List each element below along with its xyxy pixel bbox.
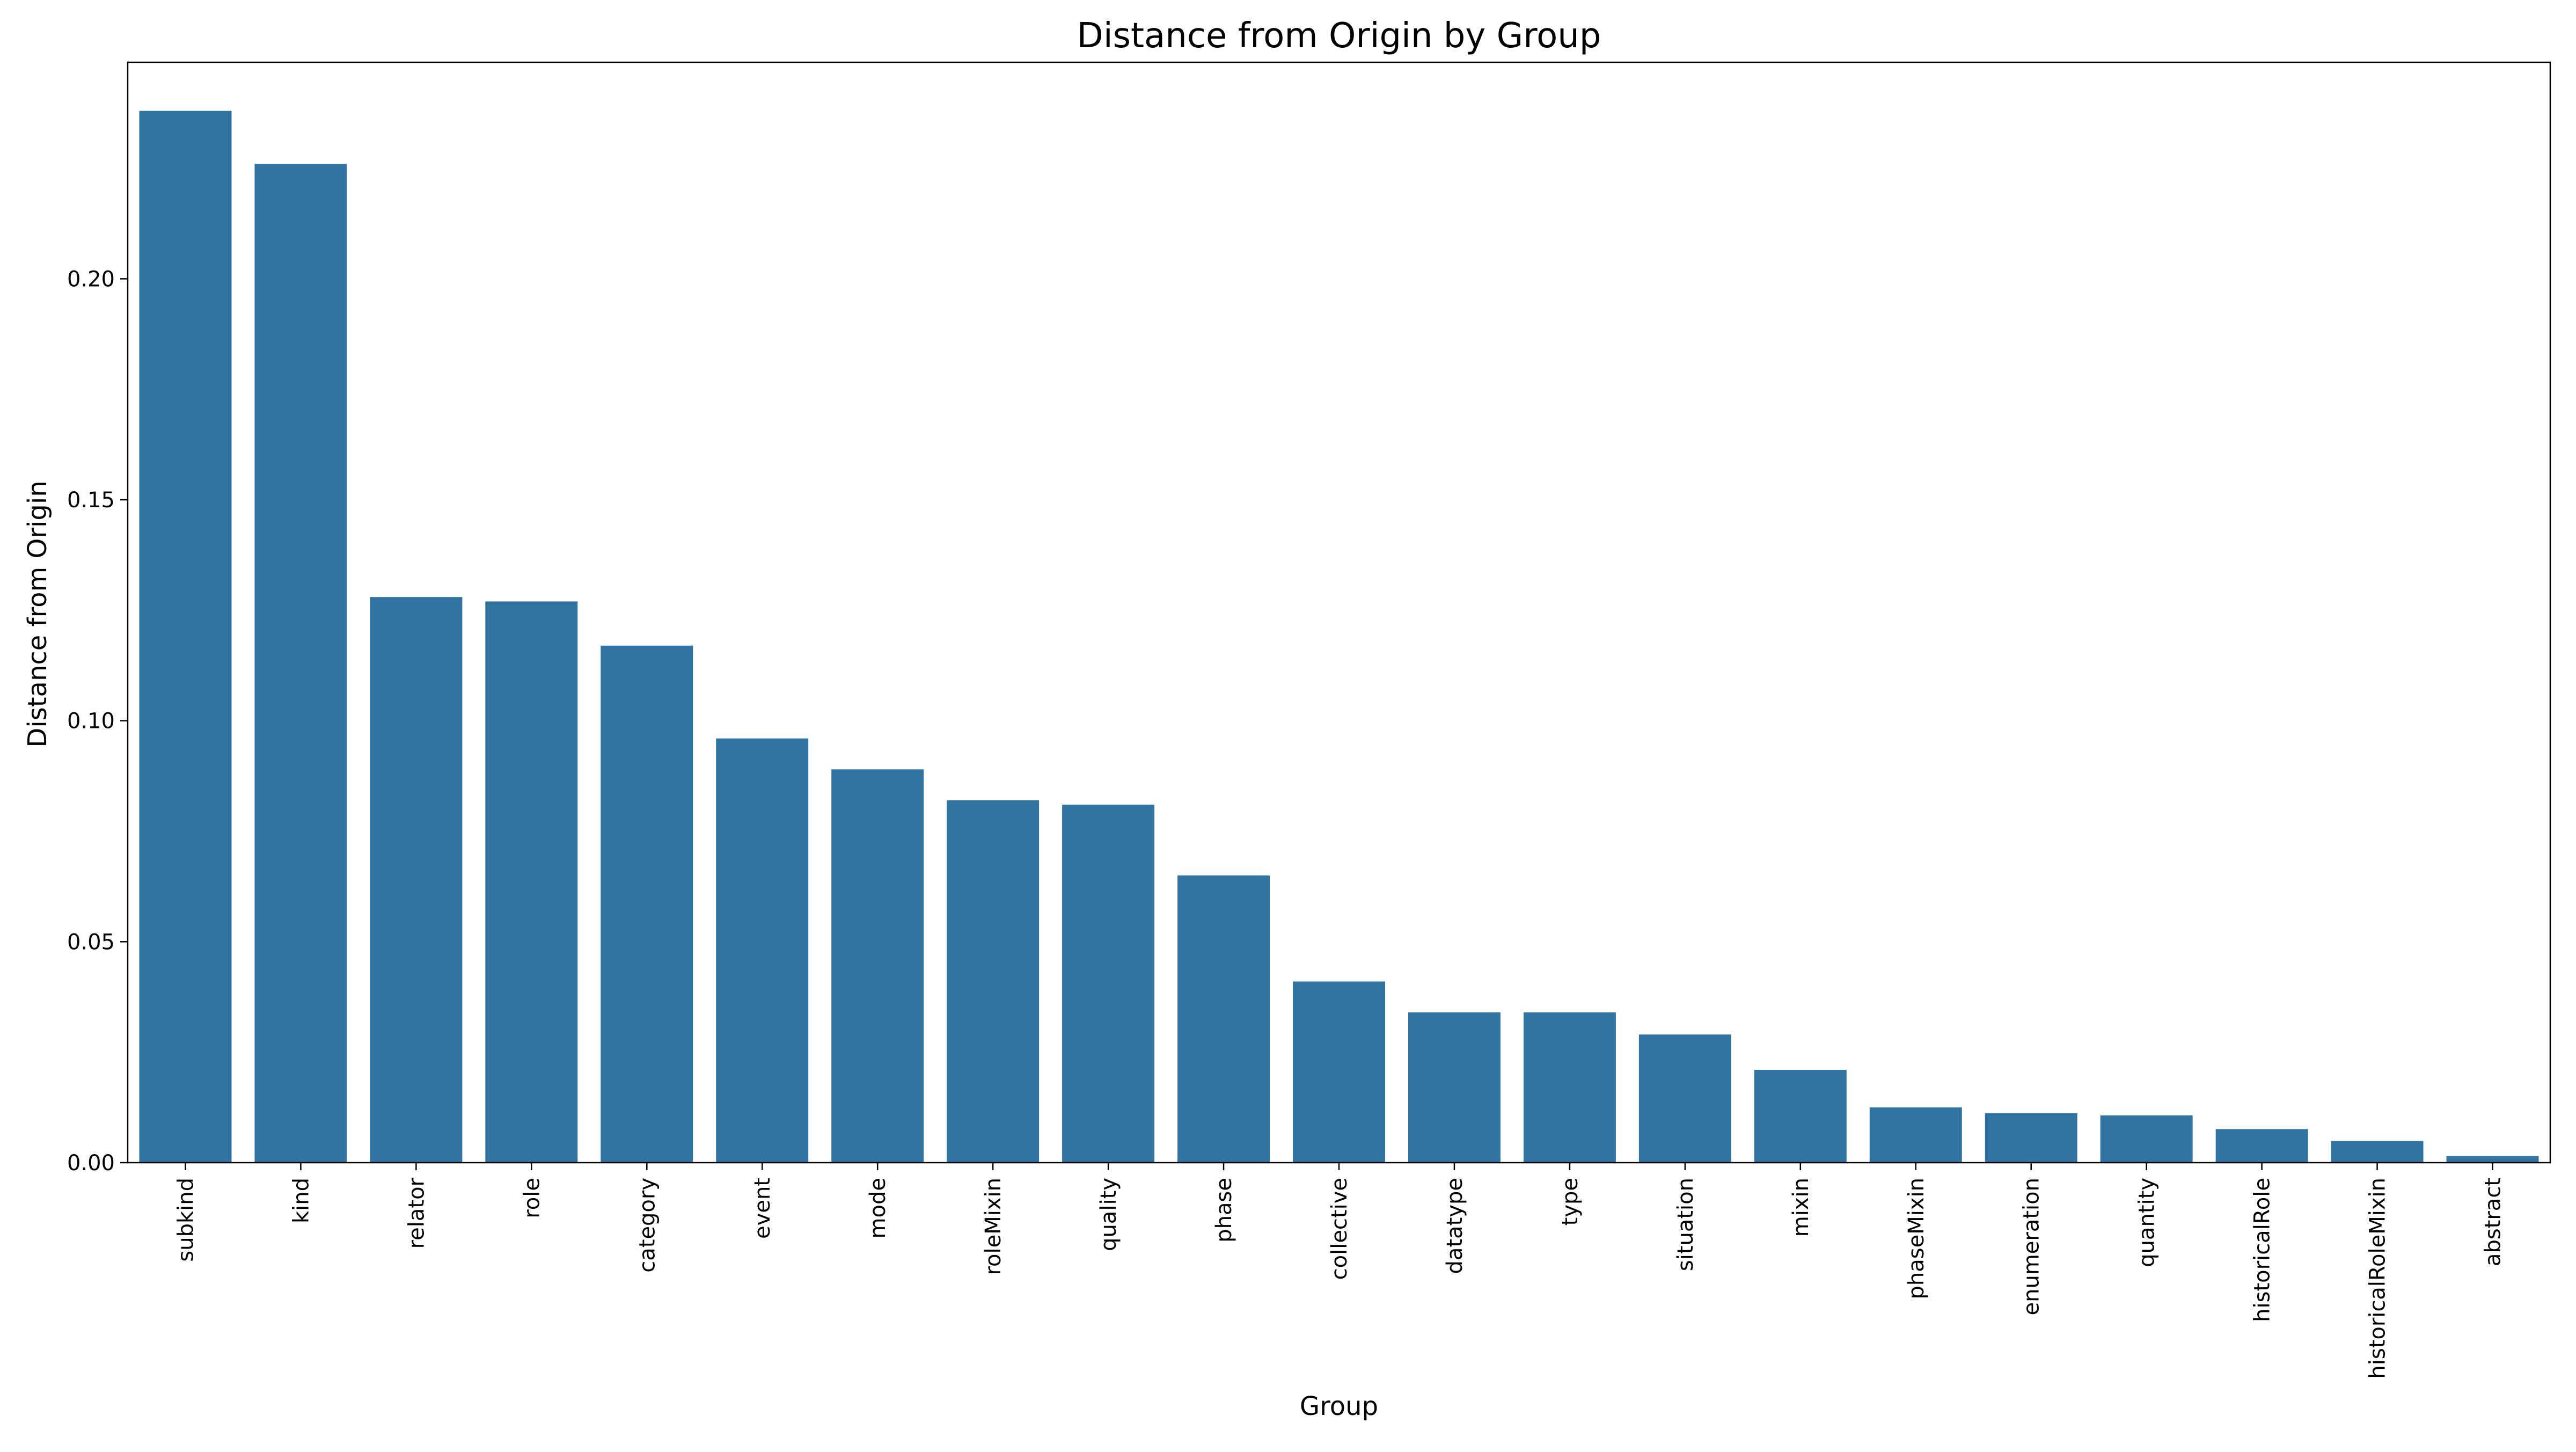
bar-situation xyxy=(1638,1034,1731,1163)
y-axis-ticks: 0.00 0.05 0.10 0.15 0.20 xyxy=(67,267,128,1176)
x-tick-label: mixin xyxy=(1789,1178,1813,1237)
bar-quality xyxy=(1062,805,1155,1163)
x-tick-label: enumeration xyxy=(2019,1178,2044,1315)
y-tick-label: 0.15 xyxy=(67,488,115,513)
bar-role xyxy=(485,601,578,1163)
y-tick-label: 0.00 xyxy=(67,1151,115,1176)
bar-relator xyxy=(370,597,463,1163)
bar-kind xyxy=(254,164,347,1163)
x-tick-label: historicalRole xyxy=(2250,1178,2275,1322)
bar-historicalRoleMixin xyxy=(2331,1141,2424,1163)
bar-historicalRole xyxy=(2215,1129,2308,1163)
bars-group xyxy=(139,111,2539,1163)
x-tick-label: phaseMixin xyxy=(1904,1178,1929,1299)
x-tick-label: kind xyxy=(289,1178,313,1223)
x-tick-label: quality xyxy=(1096,1178,1121,1251)
x-tick-label: type xyxy=(1558,1178,1583,1225)
chart-title: Distance from Origin by Group xyxy=(1077,16,1601,56)
bar-quantity xyxy=(2100,1115,2193,1163)
bar-roleMixin xyxy=(947,800,1040,1163)
bar-phase xyxy=(1177,875,1270,1163)
x-axis-label: Group xyxy=(1300,1391,1378,1421)
x-tick-label: role xyxy=(519,1178,544,1218)
y-tick-label: 0.20 xyxy=(67,267,115,291)
x-tick-label: category xyxy=(635,1178,660,1273)
bar-enumeration xyxy=(1985,1113,2077,1163)
y-axis-label: Distance from Origin xyxy=(23,480,53,747)
bar-mixin xyxy=(1754,1070,1847,1163)
x-tick-label: situation xyxy=(1673,1178,1698,1271)
y-tick-label: 0.10 xyxy=(67,709,115,734)
bar-subkind xyxy=(139,111,232,1163)
x-tick-label: subkind xyxy=(173,1178,198,1262)
bar-datatype xyxy=(1408,1012,1501,1163)
bar-mode xyxy=(831,769,924,1163)
bar-abstract xyxy=(2446,1156,2539,1163)
bar-phaseMixin xyxy=(1869,1107,1962,1163)
plot-frame xyxy=(127,61,2551,1164)
x-tick-label: phase xyxy=(1212,1178,1236,1243)
bar-type xyxy=(1523,1012,1616,1163)
x-tick-label: collective xyxy=(1327,1178,1352,1280)
x-tick-label: mode xyxy=(866,1178,890,1238)
x-tick-label: datatype xyxy=(1443,1178,1467,1274)
x-tick-label: roleMixin xyxy=(981,1178,1006,1275)
x-tick-label: quantity xyxy=(2135,1178,2160,1267)
x-tick-label: relator xyxy=(404,1177,429,1249)
bar-collective xyxy=(1293,981,1385,1163)
x-tick-label: historicalRoleMixin xyxy=(2366,1178,2390,1379)
x-axis-ticks: subkind kind relator role category event mode r… xyxy=(173,1163,2506,1379)
x-tick-label: abstract xyxy=(2481,1178,2506,1266)
bar-category xyxy=(601,645,693,1163)
x-tick-label: event xyxy=(750,1178,775,1239)
bar-event xyxy=(716,738,809,1163)
y-tick-label: 0.05 xyxy=(67,930,115,954)
